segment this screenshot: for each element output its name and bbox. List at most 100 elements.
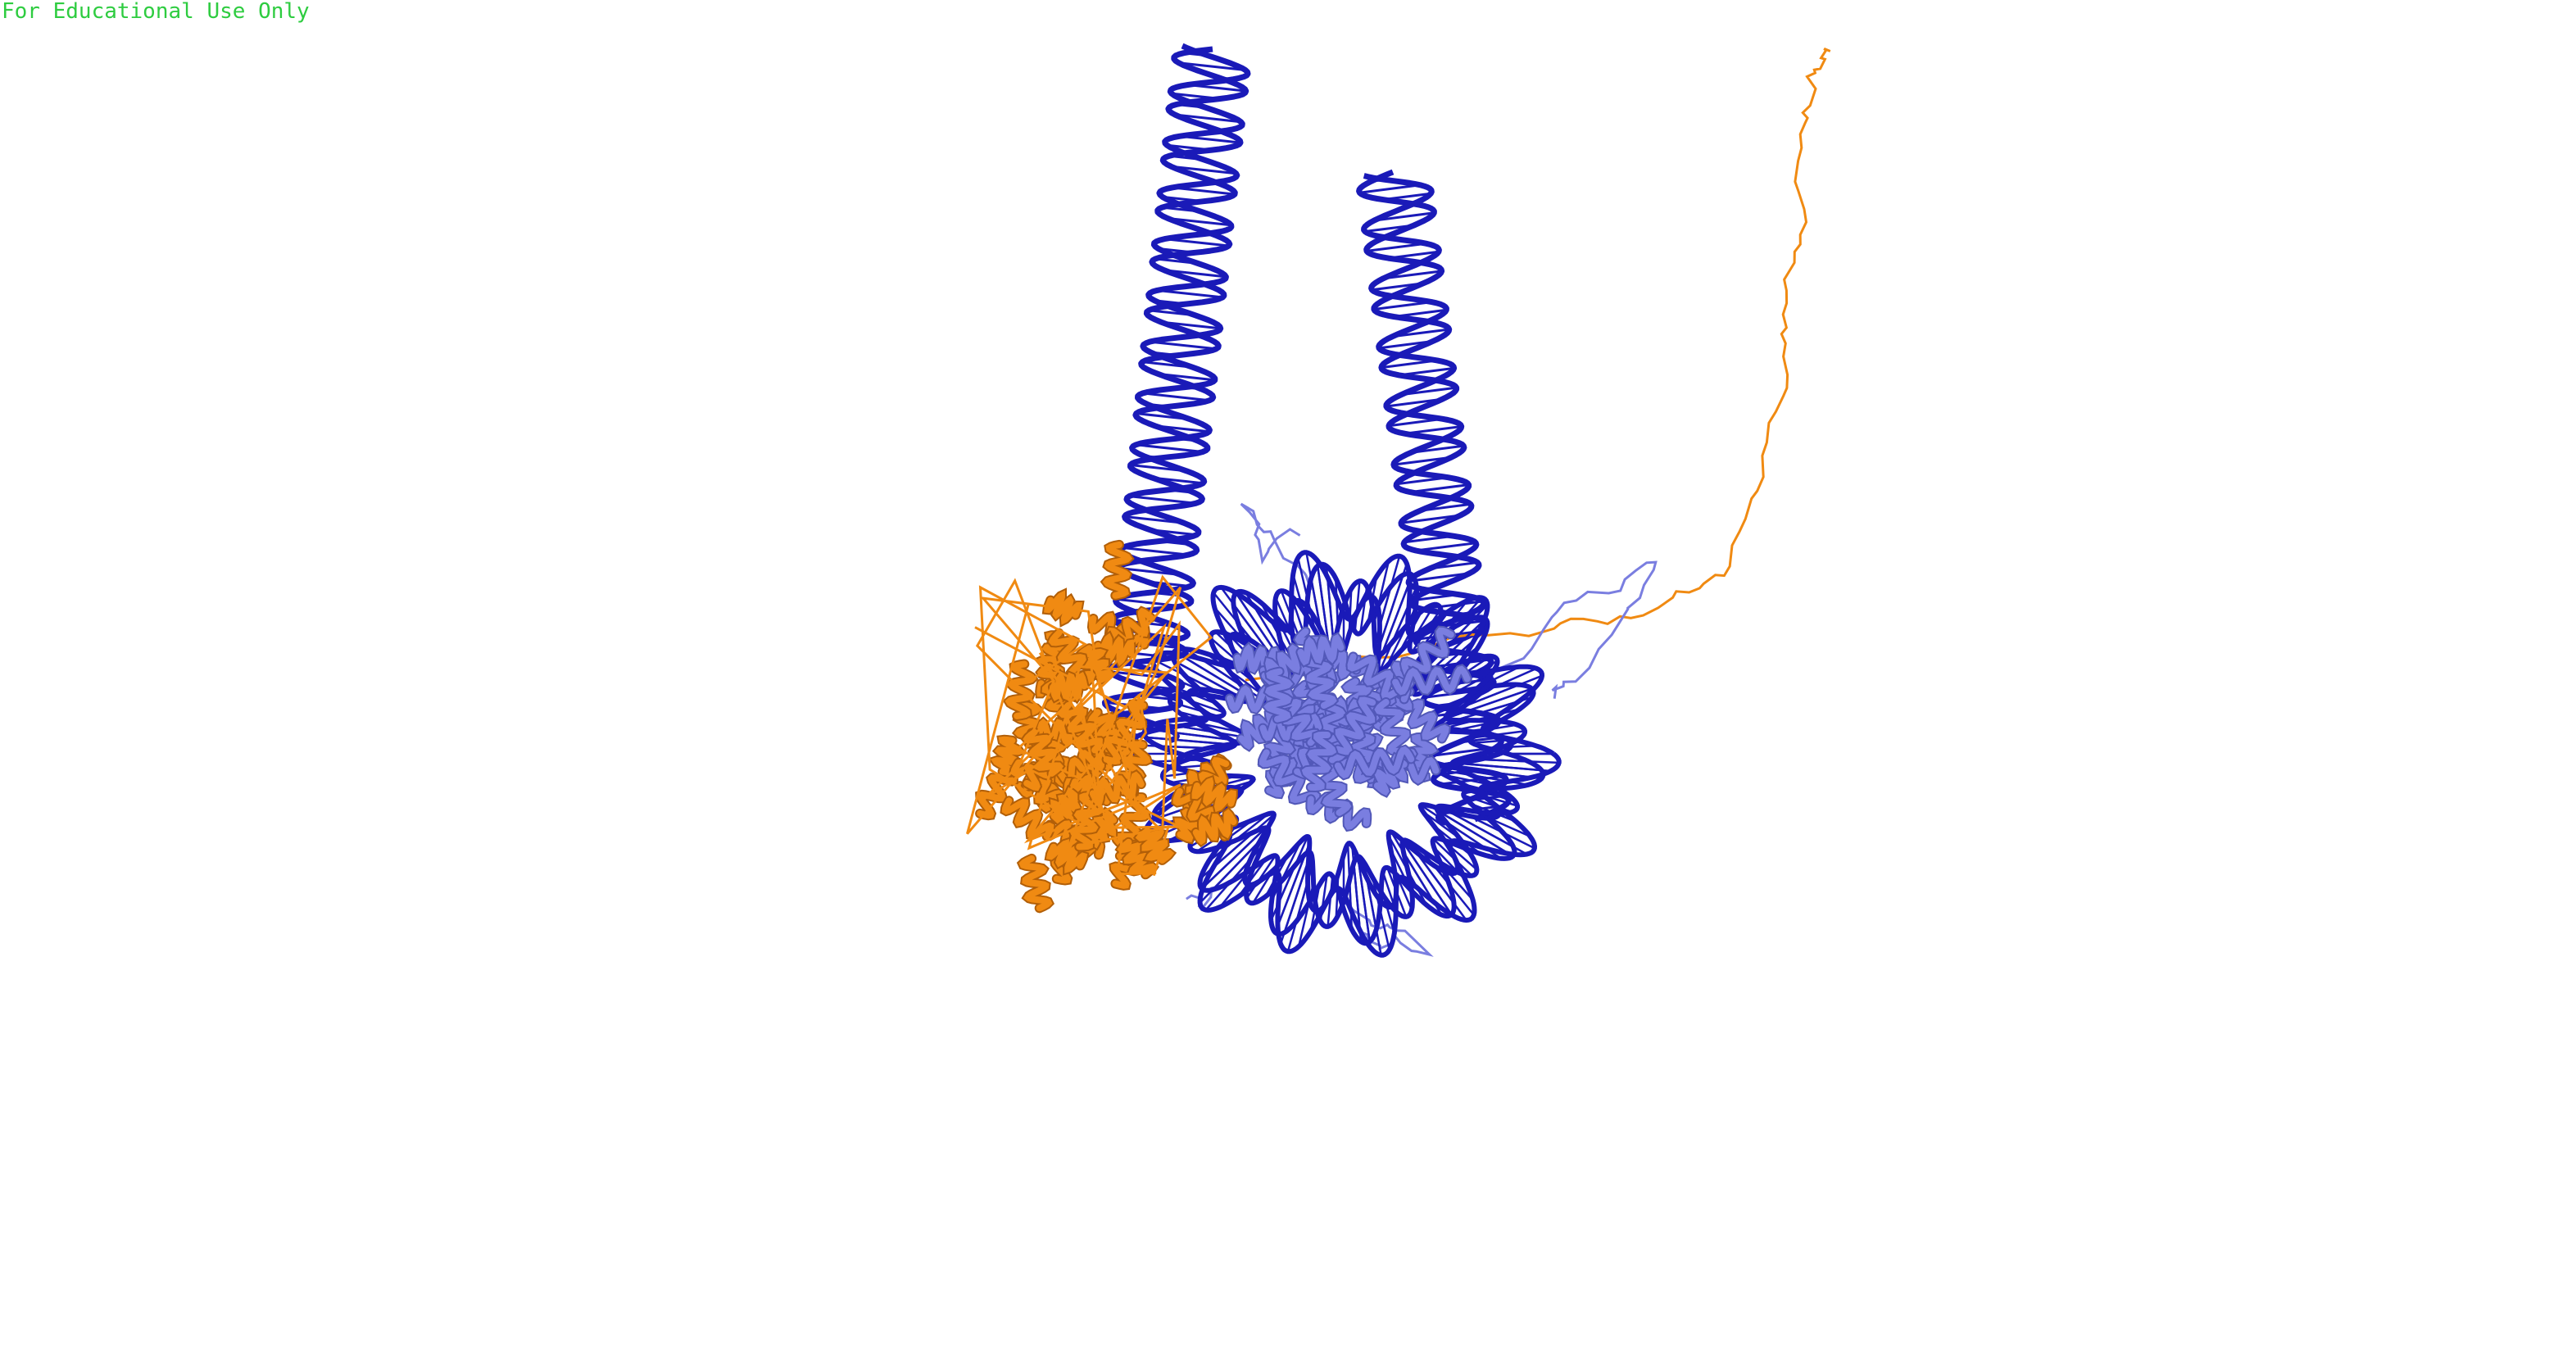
disordered-tail-blue [1490,560,1658,699]
base-pair-rung [1201,283,1209,287]
base-pair-rung [1122,547,1189,556]
alpha-helix [1259,749,1320,810]
base-pair-rung [1415,604,1435,635]
alpha-helix [1050,671,1088,702]
base-pair-rung [1183,52,1209,57]
base-pair-rung [1420,849,1475,916]
base-pair-rung [1407,841,1467,921]
base-pair-rung [1172,186,1236,196]
base-pair-rung [1218,76,1234,81]
alpha-helix [1392,665,1471,696]
base-pair-rung [1116,597,1181,608]
base-pair-rung [1452,761,1551,773]
base-pair-rung [1163,269,1227,279]
base-pair-rung [1144,632,1184,639]
base-pair-rung [1187,84,1246,93]
base-pair-rung [1149,528,1197,537]
disordered-tail-orange [1245,48,1831,682]
base-pair-rung [1381,581,1411,655]
base-pair-rung [1461,667,1537,703]
base-pair-rung [1297,882,1315,947]
alpha-helix [1089,771,1145,807]
protein-loop [1015,649,1181,829]
base-pair-rung [1159,652,1249,703]
alpha-helix [1191,777,1236,813]
alpha-helix [990,736,1025,776]
alpha-helix [1001,797,1054,840]
base-pair-rung [1392,328,1449,338]
base-pair-rung [1458,736,1498,744]
base-pair-rung [1252,605,1286,656]
base-pair-rung [1451,553,1464,557]
base-pair-rung [1184,386,1202,391]
base-pair-rung [1213,180,1218,184]
base-pair-rung [1168,488,1195,494]
base-pair-rung [1411,469,1418,474]
base-pair-rung [1140,506,1154,510]
alpha-helix [1102,541,1133,599]
base-pair-rung [1429,561,1478,570]
base-pair-rung [1372,282,1424,292]
base-pair-rung [1277,853,1307,927]
base-pair-rung [1407,203,1420,208]
alpha-helix [1334,696,1376,755]
base-pair-rung [1371,178,1386,183]
base-pair-rung [1372,560,1390,625]
base-pair-rung [1388,250,1440,260]
base-pair-rung [1212,831,1255,869]
base-pair-rung [1417,261,1426,266]
base-pair-rung [1204,843,1265,911]
base-pair-rung [1434,702,1456,708]
base-pair-rung [1439,861,1474,901]
alpha-helix [1301,731,1337,791]
base-pair-rung [1455,700,1520,722]
base-pair-rung [1373,211,1435,222]
base-pair-rung [1271,841,1302,901]
bound-protein-domain [966,539,1239,914]
base-pair-rung [1472,810,1531,837]
base-pair-rung [1152,476,1204,485]
base-pair-rung [1199,831,1270,904]
histone-octamer-core [1225,625,1472,832]
base-pair-rung [1154,257,1199,265]
base-pair-rung [1129,495,1196,505]
base-pair-rung [1410,444,1464,454]
base-pair-rung [1160,320,1221,330]
base-pair-rung [1382,270,1442,280]
base-pair-rung [1388,417,1443,428]
base-pair-rung [1143,455,1162,460]
base-pair-rung [1136,412,1190,421]
base-pair-rung [1218,863,1256,908]
base-pair-rung [1167,143,1213,152]
base-pair-rung [1315,560,1331,651]
base-pair-rung [1438,805,1528,855]
base-pair-rung [1373,301,1432,311]
disordered-tail-blue [1240,502,1313,591]
base-pair-rung [1118,567,1181,576]
base-pair-rung [1305,552,1325,646]
base-pair-rung [1152,658,1236,701]
alpha-helix [1297,633,1345,666]
base-pair-rung [1156,670,1215,698]
base-pair-rung [1279,852,1312,945]
base-pair-rung [1397,878,1413,910]
base-pair-rung [1357,856,1372,948]
alpha-helix [1334,746,1415,779]
base-pair-rung [1393,456,1452,466]
base-pair-rung [1286,863,1314,952]
base-pair-rung [1252,873,1272,904]
base-pair-rung [1146,402,1170,408]
base-pair-rung [1393,308,1447,318]
base-pair-rung [1451,806,1535,850]
protein-loop [1023,665,1181,877]
base-pair-rung [1168,217,1231,227]
base-pair-rung [1171,165,1236,175]
base-pair-rung [1180,134,1241,144]
base-pair-rung [1162,195,1204,203]
base-pair-rung [1400,514,1461,524]
base-pair-rung [1150,340,1217,351]
base-pair-rung [1404,425,1462,435]
base-pair-rung [1168,154,1204,161]
base-pair-rung [1158,247,1195,254]
